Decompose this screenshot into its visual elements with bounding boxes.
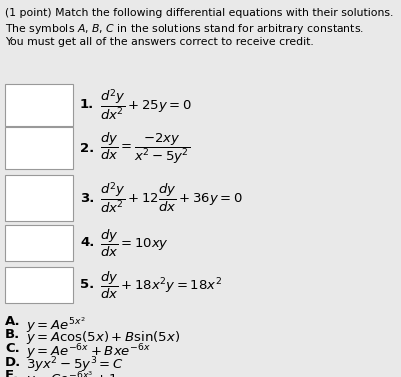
Text: You must get all of the answers correct to receive credit.: You must get all of the answers correct …	[5, 37, 313, 47]
Text: 1.: 1.	[80, 98, 94, 112]
Text: $y = Ce^{-6x^3} + 1$: $y = Ce^{-6x^3} + 1$	[26, 369, 118, 377]
Text: $\dfrac{dy}{dx} = 10xy$: $\dfrac{dy}{dx} = 10xy$	[100, 227, 168, 259]
Text: 3.: 3.	[80, 192, 94, 204]
Text: C.: C.	[5, 342, 20, 355]
Text: 4.: 4.	[80, 236, 94, 250]
Text: 2.: 2.	[80, 141, 94, 155]
Text: $3yx^2 - 5y^3 = C$: $3yx^2 - 5y^3 = C$	[26, 356, 124, 375]
Bar	[5, 175, 73, 221]
Bar	[5, 84, 73, 126]
Text: $\dfrac{d^2y}{dx^2} + 25y = 0$: $\dfrac{d^2y}{dx^2} + 25y = 0$	[100, 87, 191, 123]
Text: $\dfrac{dy}{dx} + 18x^2y = 18x^2$: $\dfrac{dy}{dx} + 18x^2y = 18x^2$	[100, 270, 221, 300]
Text: $y = A\cos(5x) + B\sin(5x)$: $y = A\cos(5x) + B\sin(5x)$	[26, 328, 180, 345]
Text: The symbols $A$, $B$, $C$ in the solutions stand for arbitrary constants.: The symbols $A$, $B$, $C$ in the solutio…	[5, 23, 363, 37]
Bar	[5, 127, 73, 169]
Text: $y = Ae^{5x^2}$: $y = Ae^{5x^2}$	[26, 315, 85, 335]
Text: E.: E.	[5, 369, 19, 377]
Bar	[5, 225, 73, 261]
Text: $y = Ae^{-6x} + Bxe^{-6x}$: $y = Ae^{-6x} + Bxe^{-6x}$	[26, 342, 150, 362]
Text: A.: A.	[5, 315, 20, 328]
Text: B.: B.	[5, 328, 20, 342]
Text: $\dfrac{d^2y}{dx^2} + 12\dfrac{dy}{dx} + 36y = 0$: $\dfrac{d^2y}{dx^2} + 12\dfrac{dy}{dx} +…	[100, 181, 242, 216]
Bar	[5, 267, 73, 303]
Text: $\dfrac{dy}{dx} = \dfrac{-2xy}{x^2 - 5y^2}$: $\dfrac{dy}{dx} = \dfrac{-2xy}{x^2 - 5y^…	[100, 130, 190, 166]
Text: D.: D.	[5, 356, 21, 368]
Text: 5.: 5.	[80, 279, 94, 291]
Text: (1 point) Match the following differential equations with their solutions.: (1 point) Match the following differenti…	[5, 8, 393, 18]
